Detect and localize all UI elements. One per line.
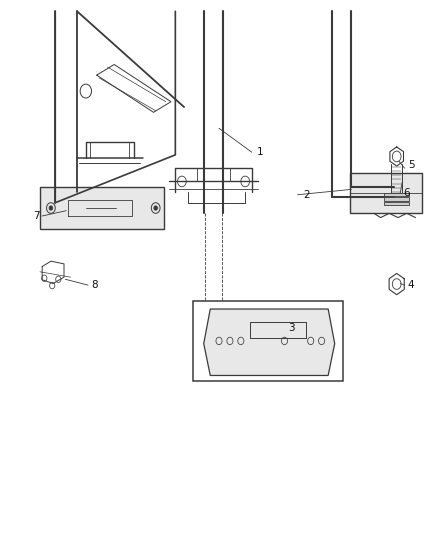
Text: 6: 6 (403, 188, 410, 198)
Text: 7: 7 (33, 211, 40, 221)
FancyBboxPatch shape (384, 193, 410, 196)
Text: 8: 8 (91, 280, 98, 290)
Text: 3: 3 (288, 322, 294, 333)
Text: 2: 2 (303, 190, 310, 200)
FancyBboxPatch shape (193, 301, 343, 381)
FancyBboxPatch shape (384, 197, 410, 200)
FancyBboxPatch shape (384, 201, 410, 205)
Polygon shape (204, 309, 335, 375)
Circle shape (49, 206, 53, 210)
FancyBboxPatch shape (40, 187, 164, 229)
Text: 5: 5 (408, 160, 414, 171)
Circle shape (154, 206, 157, 210)
FancyBboxPatch shape (350, 173, 422, 213)
Text: 1: 1 (257, 147, 264, 157)
Text: 4: 4 (408, 280, 414, 290)
